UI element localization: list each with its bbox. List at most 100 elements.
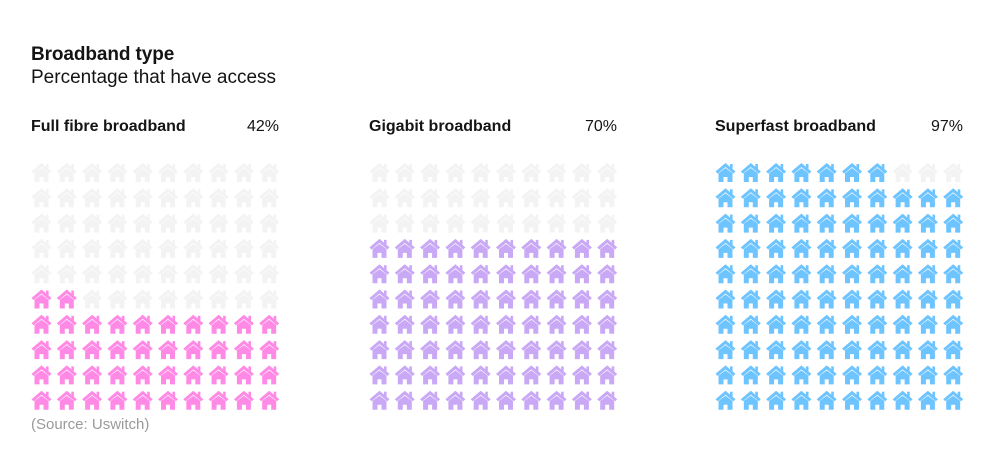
- house-icon-empty: [183, 188, 204, 208]
- house-icon-filled: [740, 340, 761, 360]
- house-icon-filled: [943, 390, 964, 410]
- house-icon-filled: [892, 264, 913, 284]
- house-icon-filled: [943, 314, 964, 334]
- house-icon-filled: [740, 390, 761, 410]
- house-icon-empty: [107, 188, 128, 208]
- house-icon-filled: [740, 264, 761, 284]
- house-icon-filled: [766, 188, 787, 208]
- house-icon-filled: [571, 238, 592, 258]
- house-icon-filled: [766, 289, 787, 309]
- house-icon-empty: [132, 289, 153, 309]
- house-icon-filled: [546, 314, 567, 334]
- house-icon-filled: [892, 238, 913, 258]
- house-icon-empty: [208, 188, 229, 208]
- house-icon-filled: [82, 340, 103, 360]
- house-icon-empty: [233, 188, 254, 208]
- house-icon-empty: [208, 213, 229, 233]
- house-icon-empty: [208, 238, 229, 258]
- house-icon-empty: [259, 238, 280, 258]
- house-icon-filled: [546, 264, 567, 284]
- house-icon-filled: [766, 365, 787, 385]
- house-icon-filled: [740, 289, 761, 309]
- house-icon-filled: [183, 340, 204, 360]
- house-icon-filled: [183, 365, 204, 385]
- house-icon-filled: [496, 340, 516, 360]
- house-icon-filled: [56, 365, 77, 385]
- house-icon-filled: [867, 289, 888, 309]
- house-icon-empty: [259, 289, 280, 309]
- house-icon-filled: [867, 390, 888, 410]
- house-icon-filled: [521, 314, 542, 334]
- house-icon-empty: [917, 163, 938, 182]
- house-icon-empty: [394, 163, 415, 182]
- house-icon-filled: [867, 365, 888, 385]
- house-icon-filled: [445, 289, 466, 309]
- house-icon-filled: [917, 238, 938, 258]
- house-icon-filled: [816, 163, 837, 182]
- house-icon-empty: [208, 163, 229, 182]
- house-icon-empty: [233, 264, 254, 284]
- house-icon-empty: [233, 213, 254, 233]
- chart-title: Broadband type: [31, 44, 175, 65]
- waffle-grid-superfast: [715, 162, 964, 416]
- house-icon-empty: [943, 163, 964, 182]
- house-icon-empty: [470, 213, 491, 233]
- house-icon-filled: [470, 264, 491, 284]
- waffle-svg: [715, 163, 964, 410]
- house-icon-filled: [816, 390, 837, 410]
- house-icon-filled: [842, 365, 862, 385]
- house-icon-filled: [420, 390, 441, 410]
- house-icon-filled: [791, 289, 812, 309]
- house-icon-filled: [943, 188, 964, 208]
- house-icon-empty: [56, 238, 77, 258]
- house-icon-empty: [369, 188, 390, 208]
- house-icon-empty: [208, 289, 229, 309]
- house-icon-filled: [715, 163, 736, 182]
- house-icon-filled: [233, 340, 254, 360]
- house-icon-filled: [259, 340, 280, 360]
- house-icon-filled: [394, 340, 415, 360]
- house-icon-empty: [132, 238, 153, 258]
- house-icon-filled: [521, 390, 542, 410]
- panel-label-gigabit: Gigabit broadband: [369, 118, 512, 135]
- house-icon-empty: [158, 213, 178, 233]
- house-icon-filled: [597, 264, 618, 284]
- house-icon-filled: [546, 390, 567, 410]
- house-icon-filled: [107, 365, 128, 385]
- house-icon-filled: [943, 213, 964, 233]
- house-icon-filled: [816, 238, 837, 258]
- house-icon-empty: [233, 238, 254, 258]
- house-icon-filled: [31, 289, 52, 309]
- house-icon-empty: [183, 213, 204, 233]
- house-icon-filled: [715, 340, 736, 360]
- house-icon-empty: [420, 163, 441, 182]
- house-icon-filled: [740, 213, 761, 233]
- house-icon-filled: [816, 213, 837, 233]
- house-icon-empty: [31, 264, 52, 284]
- house-icon-filled: [867, 213, 888, 233]
- house-icon-filled: [867, 264, 888, 284]
- house-icon-empty: [107, 264, 128, 284]
- house-icon-empty: [31, 213, 52, 233]
- house-icon-empty: [521, 163, 542, 182]
- house-icon-filled: [867, 238, 888, 258]
- house-icon-filled: [445, 340, 466, 360]
- house-icon-filled: [892, 365, 913, 385]
- house-icon-empty: [31, 163, 52, 182]
- house-icon-filled: [420, 264, 441, 284]
- house-icon-filled: [571, 390, 592, 410]
- house-icon-filled: [470, 365, 491, 385]
- house-icon-empty: [445, 188, 466, 208]
- house-icon-filled: [208, 390, 229, 410]
- house-icon-filled: [892, 289, 913, 309]
- house-icon-filled: [470, 314, 491, 334]
- house-icon-filled: [158, 340, 178, 360]
- panel-label-superfast: Superfast broadband: [715, 118, 876, 135]
- house-icon-empty: [571, 163, 592, 182]
- house-icon-empty: [56, 163, 77, 182]
- panel-label-full-fibre: Full fibre broadband: [31, 118, 186, 135]
- house-icon-filled: [521, 289, 542, 309]
- house-icon-filled: [208, 365, 229, 385]
- house-icon-filled: [597, 340, 618, 360]
- house-icon-empty: [233, 289, 254, 309]
